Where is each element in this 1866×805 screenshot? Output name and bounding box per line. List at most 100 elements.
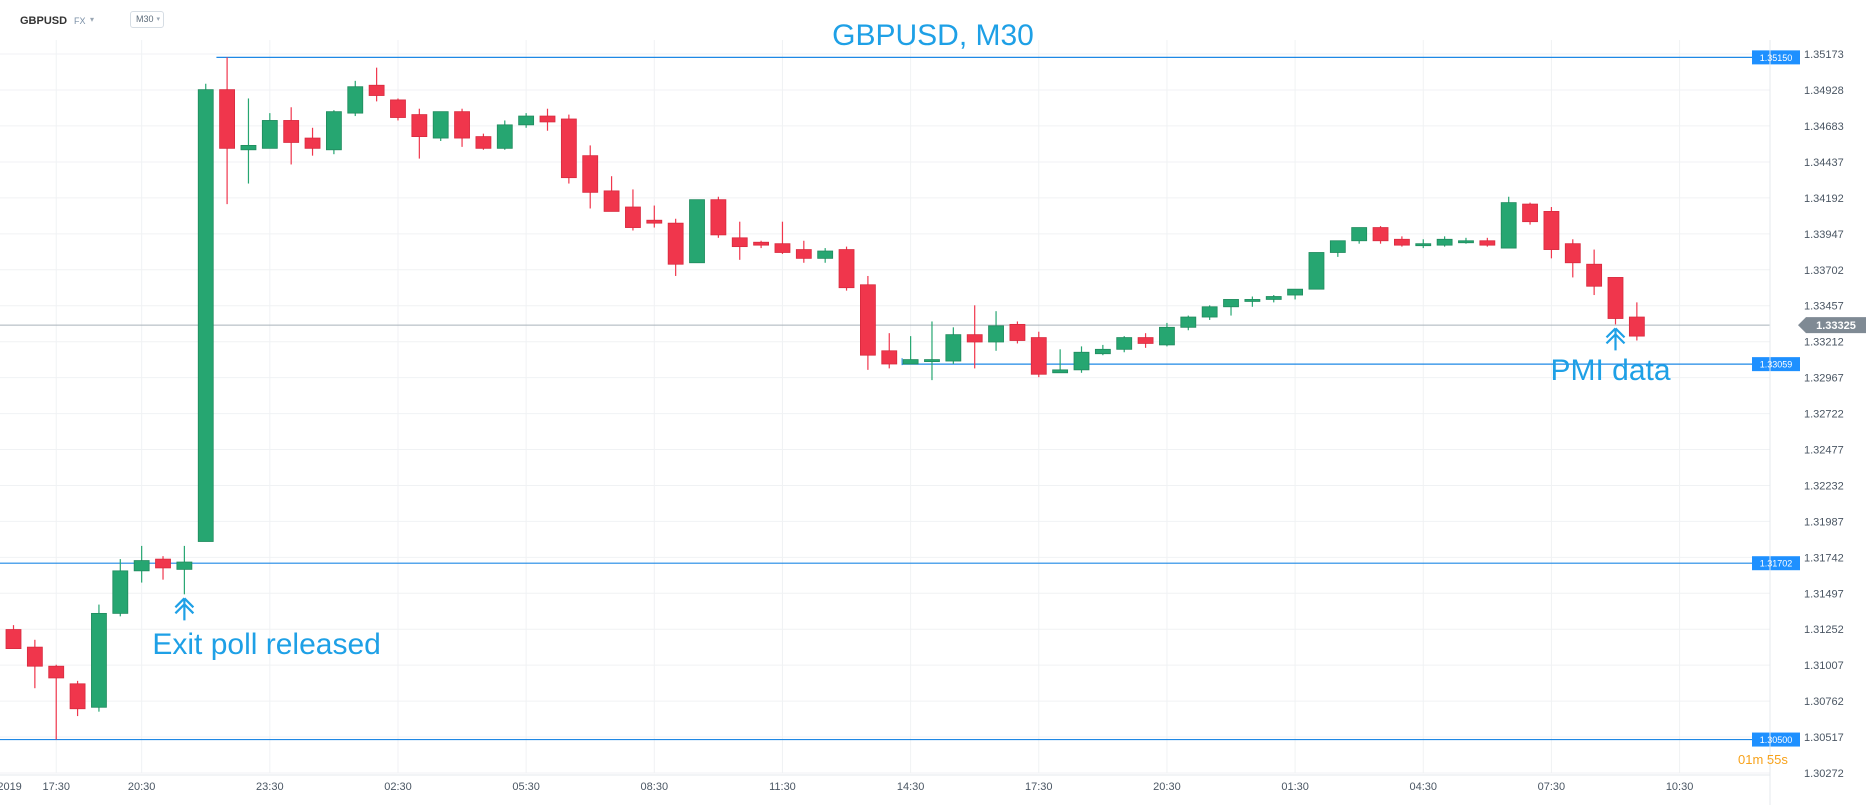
candle-body <box>838 249 855 289</box>
candle-down <box>1628 302 1645 341</box>
candle-up <box>1458 237 1474 244</box>
candle-down <box>390 98 406 121</box>
price-tick-label: 1.32722 <box>1804 409 1844 421</box>
price-tick-label: 1.33947 <box>1804 229 1844 241</box>
candle-body <box>1329 240 1346 253</box>
candle-up <box>496 120 513 150</box>
candle-down <box>411 108 428 159</box>
time-tick-label: 20:30 <box>1153 781 1181 793</box>
time-tick-label: 11:30 <box>769 781 796 793</box>
price-tick-label: 1.31987 <box>1804 516 1844 528</box>
candle-down <box>667 218 684 276</box>
candle-body <box>710 199 727 236</box>
price-tick-label: 1.31742 <box>1804 552 1844 564</box>
candle-body <box>689 199 705 264</box>
candle-up <box>988 311 1004 351</box>
candle-body <box>1223 299 1239 308</box>
candle-down <box>1137 333 1154 348</box>
candle-down <box>1394 236 1410 247</box>
candle-body <box>881 350 898 365</box>
candle-down <box>774 221 791 254</box>
chevron-down-icon[interactable]: ▾ <box>90 15 95 24</box>
time-tick-label: 02:30 <box>384 781 412 793</box>
current-price-tag-bg <box>1798 317 1866 334</box>
candle-body <box>112 570 129 614</box>
candle-up <box>1201 305 1218 320</box>
chart-title: GBPUSD, M30 <box>832 19 1034 52</box>
candle-body <box>795 249 812 259</box>
time-tick-label: 12.12.2019 <box>0 781 22 793</box>
candle-up <box>1223 299 1239 316</box>
price-tick-label: 1.31497 <box>1804 588 1844 600</box>
current-price-tag-label: 1.33325 <box>1816 320 1856 332</box>
candle-body <box>1180 316 1197 328</box>
candle-body <box>1394 238 1410 246</box>
candle-body <box>1564 243 1581 264</box>
candle-up <box>432 111 449 141</box>
candle-body <box>261 120 278 149</box>
level-price-tag-label: 1.35150 <box>1760 53 1793 63</box>
candle-up <box>1265 295 1282 303</box>
candle-down <box>1586 249 1603 296</box>
candle-body <box>860 284 876 356</box>
level-price-tag <box>1752 732 1800 747</box>
candle-up <box>1052 349 1069 374</box>
candle-down <box>368 67 385 102</box>
price-tick-label: 1.31252 <box>1804 624 1844 636</box>
bar-countdown: 01m 55s <box>1738 752 1788 767</box>
candle-body <box>603 190 620 212</box>
time-tick-label: 20:30 <box>128 781 156 793</box>
timeframe-value: M30 <box>136 14 154 24</box>
candle-up <box>1094 344 1111 356</box>
candle-body <box>1159 326 1175 346</box>
price-tick-label: 1.33457 <box>1804 301 1844 313</box>
candle-down <box>304 127 321 156</box>
candle-body <box>753 241 769 246</box>
timeframe-select[interactable]: M30 ▾ <box>130 11 164 28</box>
annotation-arrows <box>174 327 1626 621</box>
candle-down <box>5 625 22 649</box>
candle-body <box>1201 306 1218 318</box>
candle-body <box>1137 337 1154 344</box>
candle-body <box>1522 203 1538 223</box>
candle-down <box>966 305 983 369</box>
candle-down <box>155 556 171 580</box>
symbol-label[interactable]: GBPUSD <box>20 15 68 27</box>
candle-up <box>924 321 940 381</box>
candle-body <box>966 334 983 343</box>
candle-body <box>1052 369 1069 374</box>
candle-up <box>518 113 535 128</box>
candle-down <box>582 145 599 209</box>
level-price-tag-label: 1.33059 <box>1760 360 1793 370</box>
candle-body <box>1500 202 1517 249</box>
candle-down <box>731 221 748 260</box>
candle-up <box>1116 336 1133 353</box>
candle-down <box>646 205 663 228</box>
candle-body <box>945 334 962 362</box>
candle-up <box>1159 322 1175 347</box>
candle-body <box>1308 252 1325 290</box>
up-arrow-icon <box>174 597 195 621</box>
candle-up <box>817 248 834 263</box>
candle-down <box>26 639 43 689</box>
candle-body <box>560 118 577 179</box>
candle-up <box>1351 227 1368 244</box>
candle-body <box>1415 243 1432 247</box>
candle-up <box>1308 252 1325 290</box>
candle-body <box>1094 348 1111 355</box>
grid <box>0 40 1770 774</box>
arrow-shape <box>1605 327 1626 351</box>
price-tick-label: 1.33212 <box>1804 337 1844 349</box>
candle-body <box>518 115 535 126</box>
candle-body <box>1287 288 1303 296</box>
candle-body <box>774 243 791 253</box>
candle-up <box>1329 240 1346 257</box>
level-price-tag-label: 1.31702 <box>1760 559 1793 569</box>
candle-body <box>411 114 428 137</box>
candle-down <box>881 333 898 369</box>
candle-down <box>560 114 577 184</box>
candle-body <box>304 137 321 149</box>
candle-body <box>390 99 406 118</box>
candle-body <box>582 155 599 193</box>
